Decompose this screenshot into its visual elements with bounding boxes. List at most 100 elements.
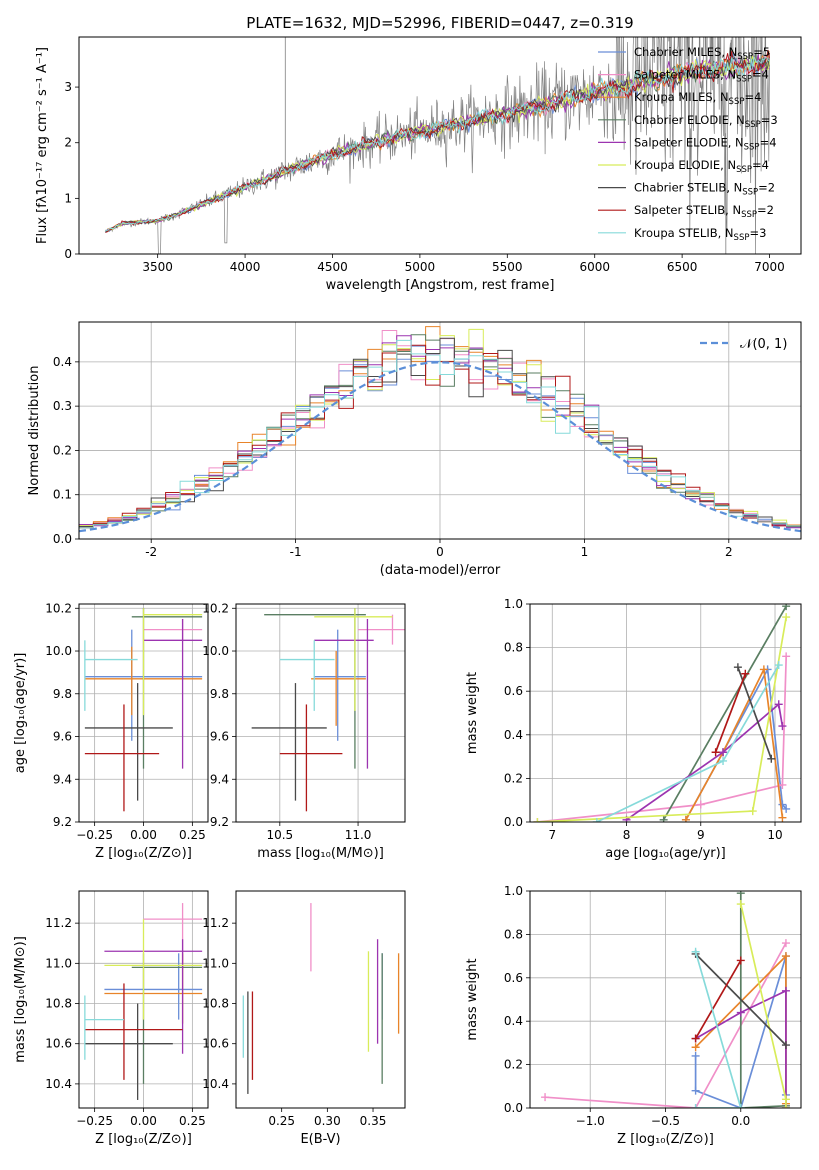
series-line-salpeter-stelib	[694, 959, 742, 1040]
x-axis-label: mass [log₁₀(M/M⊙)]	[257, 846, 384, 861]
marker-kroupa-miles	[781, 952, 790, 961]
plot-area-age-vs-mass	[251, 608, 405, 812]
y-tick-label: 1.0	[504, 597, 523, 611]
x-axis-label: E(B-V)	[300, 1132, 340, 1147]
panel-weight-vs-age: 7 8 9 10 0.0 0.2 0.4 0.6 0.8 1.0 age [log₁₀(age/yr…	[465, 597, 802, 861]
y-axis-label: mass weight	[465, 672, 480, 754]
x-tick-label: −0.5	[651, 1114, 680, 1128]
y-tick-label: 9.8	[210, 687, 229, 701]
x-axis-label: age [log₁₀(age/yr)]	[605, 846, 726, 861]
marker-chabrier-elodie	[659, 815, 668, 822]
x-tick-label: 0.30	[314, 1114, 341, 1128]
y-axis-label: mass [log₁₀(M/M⊙)]	[13, 936, 28, 1063]
y-tick-label: 10.0	[45, 644, 72, 658]
y-tick-label: 1.0	[504, 884, 523, 898]
marker-chabrier-elodie	[736, 891, 745, 898]
x-tick-label: 4500	[317, 260, 348, 274]
panel-age-vs-Z: −0.25 0.00 0.25 9.2 9.4 9.6 9.8 10.0 10.2 Z [log₁…	[13, 601, 209, 861]
panel-spectrum: 3500 4000 4500 5000 5500 6000 6500 7000 0 1 2 3 wave…	[35, 36, 802, 293]
x-tick-label: 5500	[492, 260, 523, 274]
marker-kroupa-elodie	[748, 807, 757, 816]
axes-frame	[235, 890, 406, 1109]
panel-mass-vs-Z: −0.25 0.00 0.25 10.4 10.6 10.8 11.0 11.2 Z [log₁…	[13, 890, 209, 1147]
marker-chabrier-miles	[691, 1086, 700, 1095]
y-tick-label: 10.6	[45, 1037, 72, 1051]
axes-frame	[78, 890, 209, 1109]
y-tick-label: 0.4	[504, 1014, 523, 1028]
marker-kroupa-elodie	[736, 900, 745, 909]
x-axis-label: wavelength [Angstrom, rest frame]	[326, 278, 555, 293]
legend-entry-chabrier-stelib: Chabrier STELIB, NSSP=2	[634, 181, 775, 198]
marker-salpeter-miles	[778, 780, 787, 789]
data-spectrum-line	[104, 37, 770, 254]
series-line-chabrier-stelib	[694, 953, 787, 1046]
errorbar-chabrier-elodie	[131, 953, 203, 1084]
marker-kroupa-stelib	[691, 1104, 700, 1108]
marker-salpeter-miles	[696, 800, 705, 809]
marker-chabrier-elodie	[782, 604, 791, 611]
y-tick-label: 9.4	[53, 772, 72, 786]
x-tick-label: 0.00	[130, 1114, 157, 1128]
errorbar-chabrier-elodie	[131, 608, 203, 769]
legend: Chabrier MILES, NSSP=5 Salpeter MILES, NS…	[598, 45, 778, 243]
marker-salpeter-elodie	[781, 986, 790, 995]
errorbar-salpeter-stelib	[279, 704, 343, 812]
marker-salpeter-elodie	[774, 700, 783, 709]
x-tick-label: 0.25	[179, 1114, 206, 1128]
y-tick-label: 10.2	[45, 601, 72, 615]
x-tick-label: −1.0	[576, 1114, 605, 1128]
marker-salpeter-stelib	[741, 669, 750, 678]
y-tick-label: 0.2	[504, 1058, 523, 1072]
x-tick-label: 11.0	[345, 828, 372, 842]
x-tick-label: 1	[581, 545, 589, 559]
series-line-salpeter-elodie	[626, 702, 784, 821]
marker-kroupa-stelib	[691, 947, 700, 956]
x-tick-label: 0.25	[179, 828, 206, 842]
errorbar-salpeter-miles	[143, 618, 203, 641]
marker-salpeter-miles	[541, 1093, 550, 1102]
y-tick-label: 0.6	[504, 684, 523, 698]
y-tick-label: 11.2	[202, 916, 229, 930]
x-tick-label: 5000	[405, 260, 436, 274]
x-tick-label: -2	[145, 545, 157, 559]
marker-salpeter-elodie	[778, 722, 787, 731]
x-tick-label: 4000	[230, 260, 261, 274]
x-tick-label: 3500	[142, 260, 173, 274]
marker-salpeter-stelib	[711, 748, 720, 757]
marker-salpeter-stelib	[736, 956, 745, 965]
marker-salpeter-elodie	[719, 748, 728, 757]
legend-entry-chabrier-miles: Chabrier MILES, NSSP=5	[634, 45, 770, 62]
y-tick-label: 10.0	[202, 644, 229, 658]
series-line-salpeter-stelib	[714, 673, 747, 753]
legend-entry-normal: 𝒩(0, 1)	[740, 337, 787, 352]
axes-frame	[529, 890, 802, 1109]
histogram-kroupa-stelib	[79, 339, 801, 530]
y-tick-label: 0	[64, 247, 72, 261]
plot-area-weight-vs-Z	[541, 891, 790, 1108]
errorbar-kroupa-stelib	[84, 640, 138, 711]
marker-kroupa-miles	[691, 1043, 700, 1052]
y-tick-label: 0.6	[504, 971, 523, 985]
marker-salpeter-stelib	[691, 1034, 700, 1043]
y-tick-label: 10.6	[202, 1037, 229, 1051]
y-tick-label: 10.2	[202, 601, 229, 615]
marker-chabrier-miles	[782, 804, 791, 813]
plot-area-mass-vs-Z	[84, 903, 203, 1100]
y-tick-label: 10.4	[45, 1077, 72, 1091]
y-tick-label: 0.4	[504, 728, 523, 742]
y-tick-label: 11.2	[45, 916, 72, 930]
panel-weight-vs-Z: −1.0 −0.5 0.0 0.0 0.2 0.4 0.6 0.8 1.0 Z [log₁₀(Z/…	[465, 884, 802, 1147]
legend-entry-chabrier-elodie: Chabrier ELODIE, NSSP=3	[634, 113, 778, 130]
marker-kroupa-miles	[778, 813, 787, 822]
y-tick-label: 11.0	[45, 956, 72, 970]
series-line-kroupa-miles	[685, 666, 784, 821]
axes-frame	[78, 36, 802, 255]
series-line-chabrier-stelib	[737, 666, 773, 760]
x-axis-label: Z [log₁₀(Z/Z⊙)]	[95, 846, 192, 861]
model-line-chabrier-stelib	[104, 52, 770, 233]
x-axis-label: Z [log₁₀(Z/Z⊙)]	[95, 1132, 192, 1147]
y-tick-label: 9.6	[210, 730, 229, 744]
y-axis-label: age [log₁₀(age/yr)]	[13, 653, 28, 774]
marker-chabrier-stelib	[781, 1041, 790, 1050]
model-line-kroupa-stelib	[104, 56, 770, 232]
